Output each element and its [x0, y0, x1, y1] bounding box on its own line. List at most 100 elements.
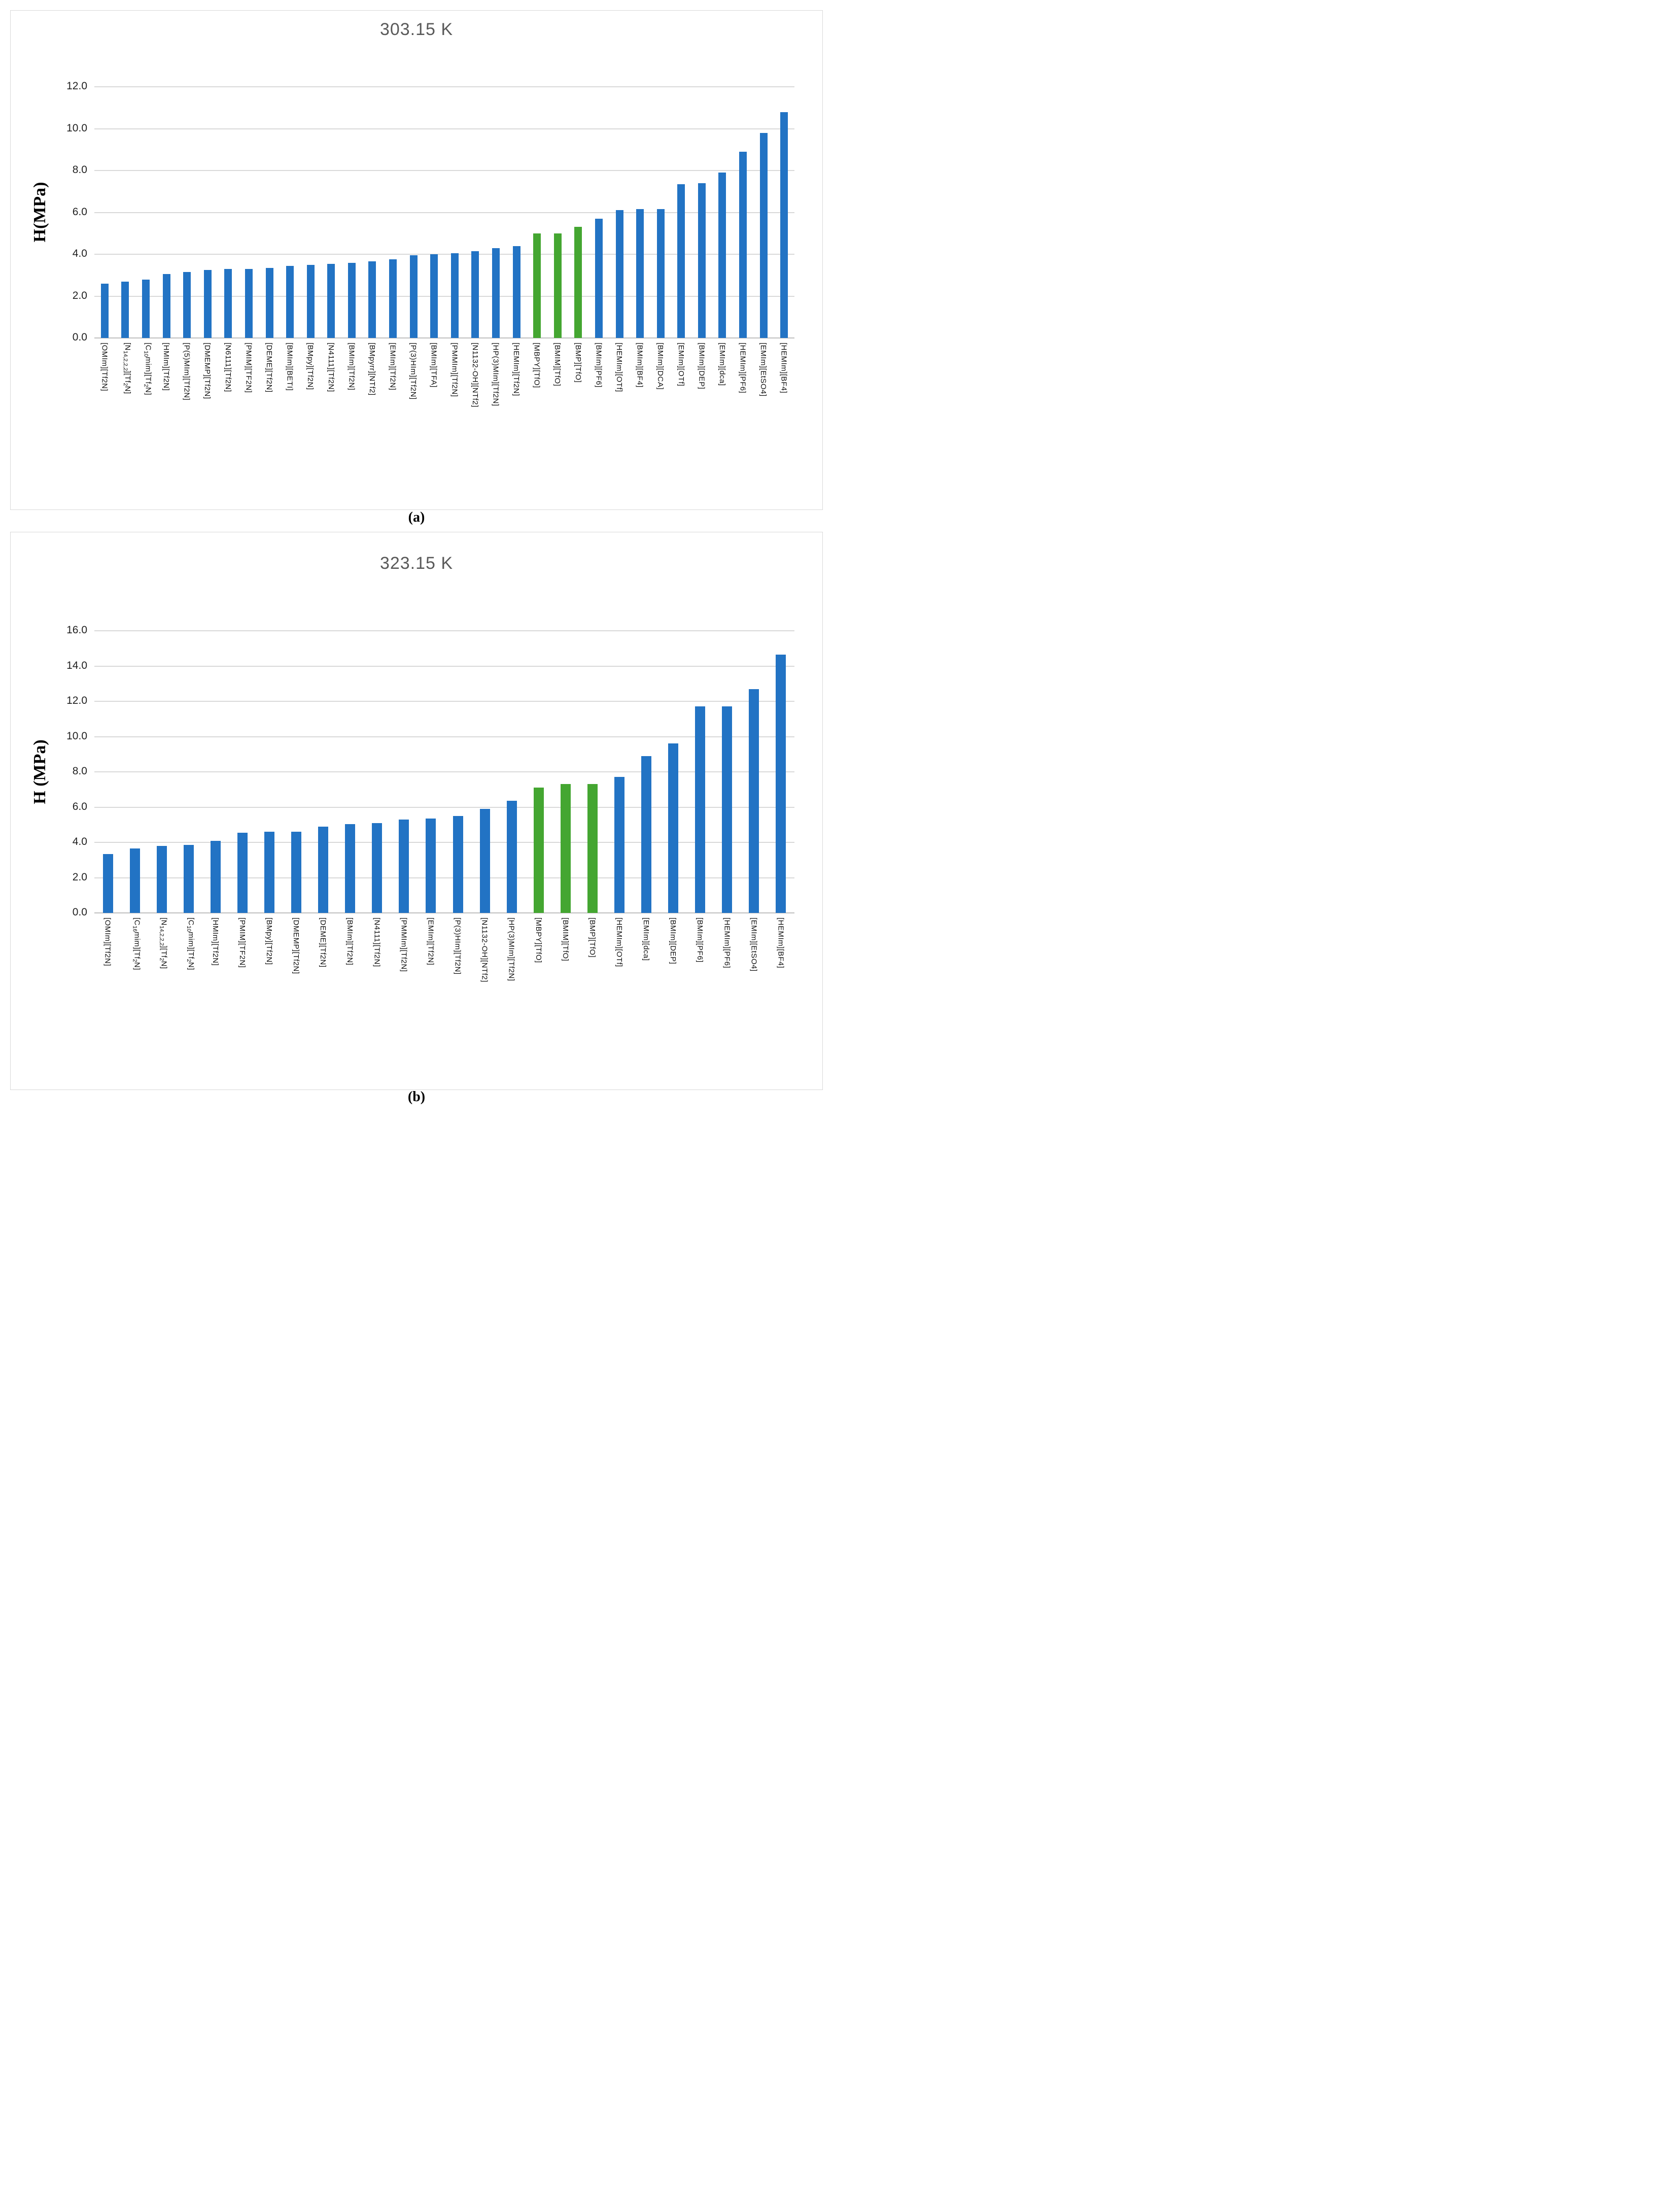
bar: [595, 218, 603, 338]
bar: [722, 706, 733, 913]
y-tick-label: 10.0: [66, 122, 87, 134]
y-tick-label: 2.0: [72, 289, 87, 301]
x-axis-line: [94, 912, 794, 913]
x-category-label: [BMIm][DEP]: [697, 343, 706, 390]
x-category-label: [OMIm][Tf2N]: [100, 343, 109, 391]
chart-panel-b: 323.15 K H (MPa) 0.0 2.0 4.0 6.0 8.0 10.0 12.0…: [10, 532, 823, 1090]
bar: [368, 261, 376, 338]
bar: [409, 255, 418, 338]
y-tick-label: 4.0: [72, 836, 87, 847]
x-category-label: [EMIm][EtSO4]: [749, 917, 758, 972]
bar: [479, 808, 490, 913]
x-category-label: [HP(3)MIm][Tf2N]: [491, 343, 500, 406]
bar-highlighted: [587, 784, 598, 913]
x-category-label: [EMIm][OTf]: [676, 343, 685, 387]
x-category-label: [PMIM][TF2N]: [244, 343, 253, 393]
gridline: [94, 701, 794, 702]
x-category-label: [BMIm][PF6]: [594, 343, 603, 388]
bar: [264, 832, 274, 913]
gridline: [94, 806, 794, 808]
x-category-label: [BMpy][Tf2N]: [265, 917, 273, 965]
gridline: [94, 630, 794, 631]
x-category-label: [MBPY][TfO]: [534, 917, 543, 963]
bar: [306, 264, 315, 338]
x-category-label: [N4111][Tf2N]: [326, 343, 335, 392]
bar: [399, 819, 409, 913]
x-category-label: [BMIm][TFA]: [429, 343, 438, 388]
x-category-label: [HEMIm][BF4]: [779, 343, 788, 394]
x-category-label: [BMIm][BF4]: [635, 343, 644, 388]
bar: [162, 274, 170, 338]
bar: [430, 254, 438, 338]
y-tick-label: 12.0: [66, 80, 87, 92]
bar-highlighted: [533, 233, 541, 338]
gridline: [94, 170, 794, 171]
y-tick-label: 0.0: [72, 906, 87, 918]
bar: [265, 267, 273, 338]
bar: [129, 848, 140, 913]
x-category-label: [PMIM][TF2N]: [237, 917, 247, 968]
bar: [450, 253, 459, 338]
bar: [224, 268, 232, 338]
gridline: [94, 254, 794, 255]
bar: [291, 832, 302, 913]
x-category-label: [DMEMP][Tf2N]: [203, 343, 212, 399]
bar: [749, 689, 759, 913]
bar: [506, 801, 517, 913]
x-category-label: [BMIM][TfO]: [561, 917, 570, 962]
x-category-label: [HEMIm][PF6]: [738, 343, 747, 394]
x-category-label: [N14,2,2,2][Tf2N]: [158, 917, 168, 969]
bar: [348, 262, 356, 338]
bar-highlighted: [560, 784, 571, 913]
gridline: [94, 212, 794, 213]
x-category-label: [BMP][TfO]: [573, 343, 582, 383]
y-tick-label: 10.0: [66, 730, 87, 742]
bar: [245, 268, 253, 338]
bar: [759, 132, 768, 338]
x-category-label: [HMIm][Tf2N]: [211, 917, 220, 966]
bar: [615, 210, 623, 338]
x-category-label: [BMIm][BETI]: [285, 343, 294, 391]
x-category-label: [N6111][Tf2N]: [223, 343, 232, 392]
bar: [203, 269, 212, 338]
bar: [318, 826, 329, 913]
bar: [739, 151, 747, 338]
bar: [156, 845, 167, 913]
bar-highlighted: [533, 788, 544, 913]
caption-a: (a): [408, 509, 425, 525]
x-category-label: [HP(3)MIm][Tf2N]: [507, 917, 516, 981]
bar: [614, 777, 624, 913]
x-category-label: [HEMIm][OTf]: [615, 343, 623, 392]
x-category-label: [BMpyrr][NTf2]: [367, 343, 376, 396]
x-category-label: [N4111][Tf2N]: [372, 917, 381, 967]
x-category-label: [BMIm][PF6]: [696, 917, 705, 963]
bar: [183, 845, 194, 913]
x-category-label: [EMIm][EtSO4]: [759, 343, 768, 397]
y-tick-label: 0.0: [72, 331, 87, 343]
x-axis-line: [94, 337, 794, 338]
x-category-label: [N1132-OH][NTf2]: [470, 343, 479, 407]
bar: [641, 756, 652, 913]
x-category-label: [BMP][TfO]: [587, 917, 597, 958]
x-category-label: [BMIm][Tf2N]: [347, 343, 356, 391]
x-category-label: [EMIm][dca]: [717, 343, 726, 386]
gridline: [94, 295, 794, 297]
bar: [471, 251, 479, 338]
x-category-label: [BMIm][Tf2N]: [345, 917, 355, 966]
bar: [695, 706, 706, 913]
bar-highlighted: [553, 233, 562, 338]
y-tick-label: 2.0: [72, 871, 87, 883]
bar-highlighted: [574, 227, 582, 338]
x-category-label: [HEMIm][Tf2N]: [512, 343, 521, 396]
x-category-label: [C10mim][Tf2N]: [143, 343, 153, 395]
x-category-label: [EMIm][Tf2N]: [388, 343, 397, 391]
y-tick-label: 4.0: [72, 248, 87, 259]
bar: [512, 246, 520, 338]
bar: [237, 832, 248, 913]
bar: [121, 281, 129, 338]
x-category-label: [N14,2,2,2][Tf2N]: [122, 343, 132, 394]
gridline: [94, 128, 794, 129]
bar: [668, 743, 679, 913]
bar: [286, 265, 294, 338]
bar: [636, 209, 644, 338]
